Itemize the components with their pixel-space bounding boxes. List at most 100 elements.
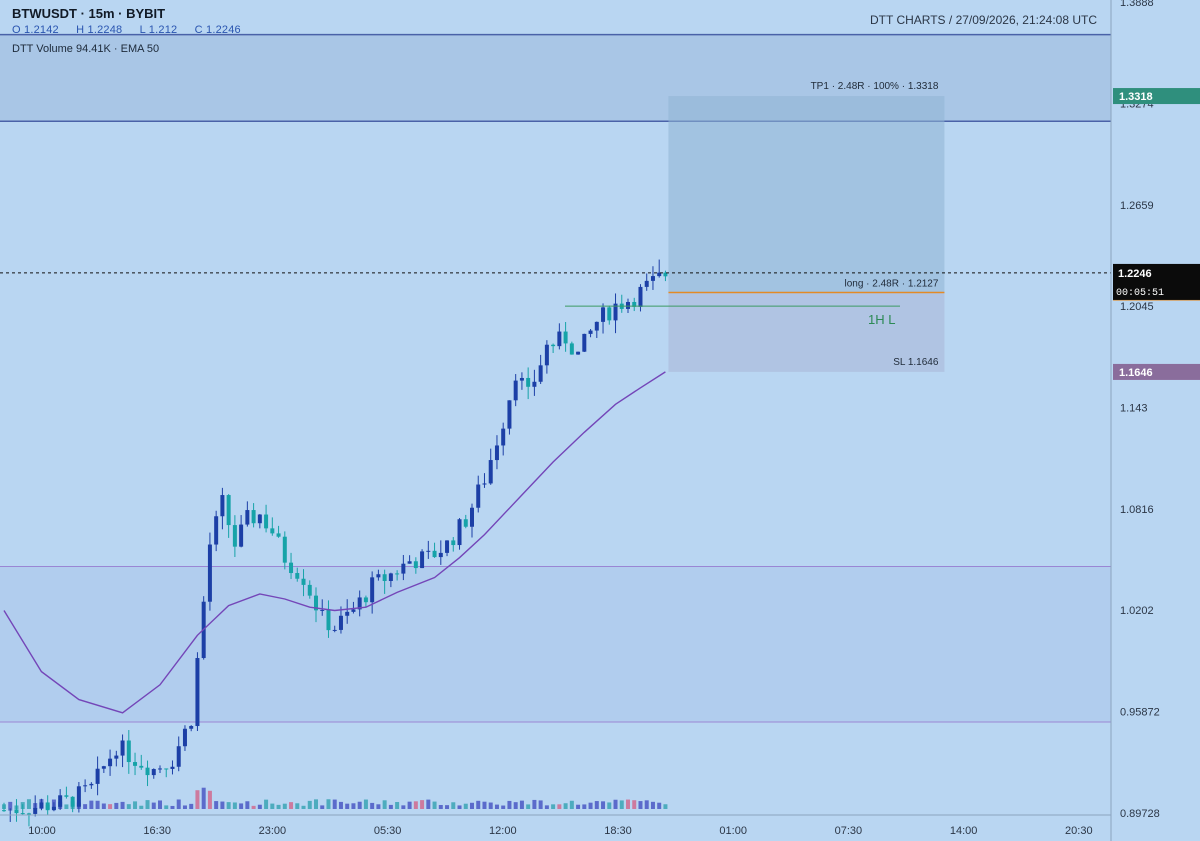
candle bbox=[538, 354, 543, 385]
candle bbox=[101, 765, 106, 773]
candle-body bbox=[2, 810, 6, 812]
candle bbox=[563, 322, 568, 352]
candle bbox=[145, 760, 150, 787]
volume-bar bbox=[601, 801, 606, 809]
candle bbox=[544, 340, 549, 374]
volume-bar bbox=[332, 799, 337, 809]
volume-bar bbox=[220, 801, 225, 809]
y-tick-label: 0.95872 bbox=[1120, 707, 1160, 719]
volume-bar bbox=[307, 800, 312, 809]
candle-body bbox=[270, 528, 275, 534]
volume-bar bbox=[164, 805, 169, 809]
candle bbox=[650, 266, 655, 290]
candle-body bbox=[451, 540, 456, 546]
candle bbox=[395, 570, 400, 581]
volume-bar bbox=[538, 800, 543, 809]
x-tick-label: 05:30 bbox=[374, 825, 402, 837]
tp-price-tag-bg bbox=[1113, 88, 1200, 105]
candle-body bbox=[14, 809, 19, 814]
candle bbox=[376, 569, 381, 581]
candle-body bbox=[395, 573, 400, 575]
candle-body bbox=[332, 629, 337, 631]
candle-body bbox=[388, 573, 393, 581]
candle bbox=[114, 750, 119, 767]
volume-bar bbox=[582, 804, 587, 809]
volume-bar bbox=[8, 801, 13, 809]
candle bbox=[39, 798, 44, 811]
candle-body bbox=[51, 806, 56, 811]
candle bbox=[426, 540, 431, 559]
x-tick-label: 01:00 bbox=[719, 825, 747, 837]
candle-body bbox=[526, 377, 531, 387]
candle bbox=[370, 571, 375, 614]
candle-body bbox=[407, 561, 412, 564]
target-zone bbox=[668, 96, 945, 293]
candle-body bbox=[345, 611, 350, 616]
volume-bar bbox=[370, 802, 375, 809]
candle-body bbox=[476, 484, 481, 508]
candle bbox=[45, 795, 50, 815]
candle bbox=[232, 515, 237, 557]
candle bbox=[170, 760, 175, 775]
candle-body bbox=[445, 540, 450, 553]
candle-body bbox=[426, 550, 431, 552]
volume-bar bbox=[338, 801, 343, 809]
candle-body bbox=[457, 519, 462, 546]
volume-bar bbox=[326, 799, 331, 809]
candle bbox=[657, 259, 662, 278]
candle bbox=[363, 595, 368, 608]
candle bbox=[189, 725, 194, 732]
indicator-legend[interactable]: DTT Volume 94.41K · EMA 50 bbox=[12, 43, 160, 55]
candle-body bbox=[301, 578, 306, 585]
volume-bar bbox=[451, 802, 456, 809]
x-tick-label: 12:00 bbox=[489, 825, 517, 837]
volume-bar bbox=[663, 804, 668, 809]
low-value: L 1.212 bbox=[139, 24, 178, 36]
volume-bar bbox=[320, 805, 325, 809]
candle-body bbox=[613, 303, 618, 321]
volume-bar bbox=[407, 801, 412, 809]
candle-body bbox=[320, 609, 325, 611]
sl-price-tag: 1.1646 bbox=[1119, 367, 1153, 379]
candle-body bbox=[519, 377, 524, 381]
candle-body bbox=[189, 726, 194, 729]
volume-bar bbox=[619, 800, 624, 809]
volume-bar bbox=[626, 799, 630, 809]
candle bbox=[482, 473, 487, 488]
volume-bar bbox=[214, 801, 219, 809]
candle-body bbox=[251, 510, 256, 524]
volume-bar bbox=[182, 805, 187, 809]
candle-body bbox=[8, 809, 13, 811]
candle-body bbox=[182, 728, 187, 747]
candle bbox=[151, 768, 156, 779]
volume-bar bbox=[126, 804, 131, 809]
volume-bar bbox=[607, 802, 612, 809]
candle-body bbox=[139, 765, 144, 768]
sl-price-tag-bg bbox=[1113, 363, 1200, 380]
candle bbox=[164, 768, 169, 778]
candle-body bbox=[83, 785, 88, 787]
candle-body bbox=[170, 766, 175, 769]
candle-body bbox=[363, 597, 368, 603]
volume-bar bbox=[239, 803, 244, 809]
candle-body bbox=[220, 495, 225, 517]
candle bbox=[338, 606, 343, 634]
volume-bar bbox=[257, 804, 262, 809]
symbol-title[interactable]: BTWUSDT · 15m · BYBIT bbox=[12, 6, 166, 21]
candles bbox=[2, 259, 668, 827]
volume-bar bbox=[232, 802, 237, 809]
volume-bar bbox=[588, 802, 593, 809]
volume-bar bbox=[245, 801, 250, 809]
candle-body bbox=[357, 597, 362, 610]
candle-body bbox=[432, 550, 437, 558]
volume-bar bbox=[64, 804, 69, 809]
candle bbox=[507, 400, 512, 435]
candle-body bbox=[513, 380, 518, 401]
volume-bar bbox=[89, 800, 94, 809]
volume-bar bbox=[314, 799, 318, 809]
candle bbox=[139, 754, 144, 770]
candle-body bbox=[145, 767, 150, 776]
open-value: O 1.2142 bbox=[12, 24, 59, 36]
